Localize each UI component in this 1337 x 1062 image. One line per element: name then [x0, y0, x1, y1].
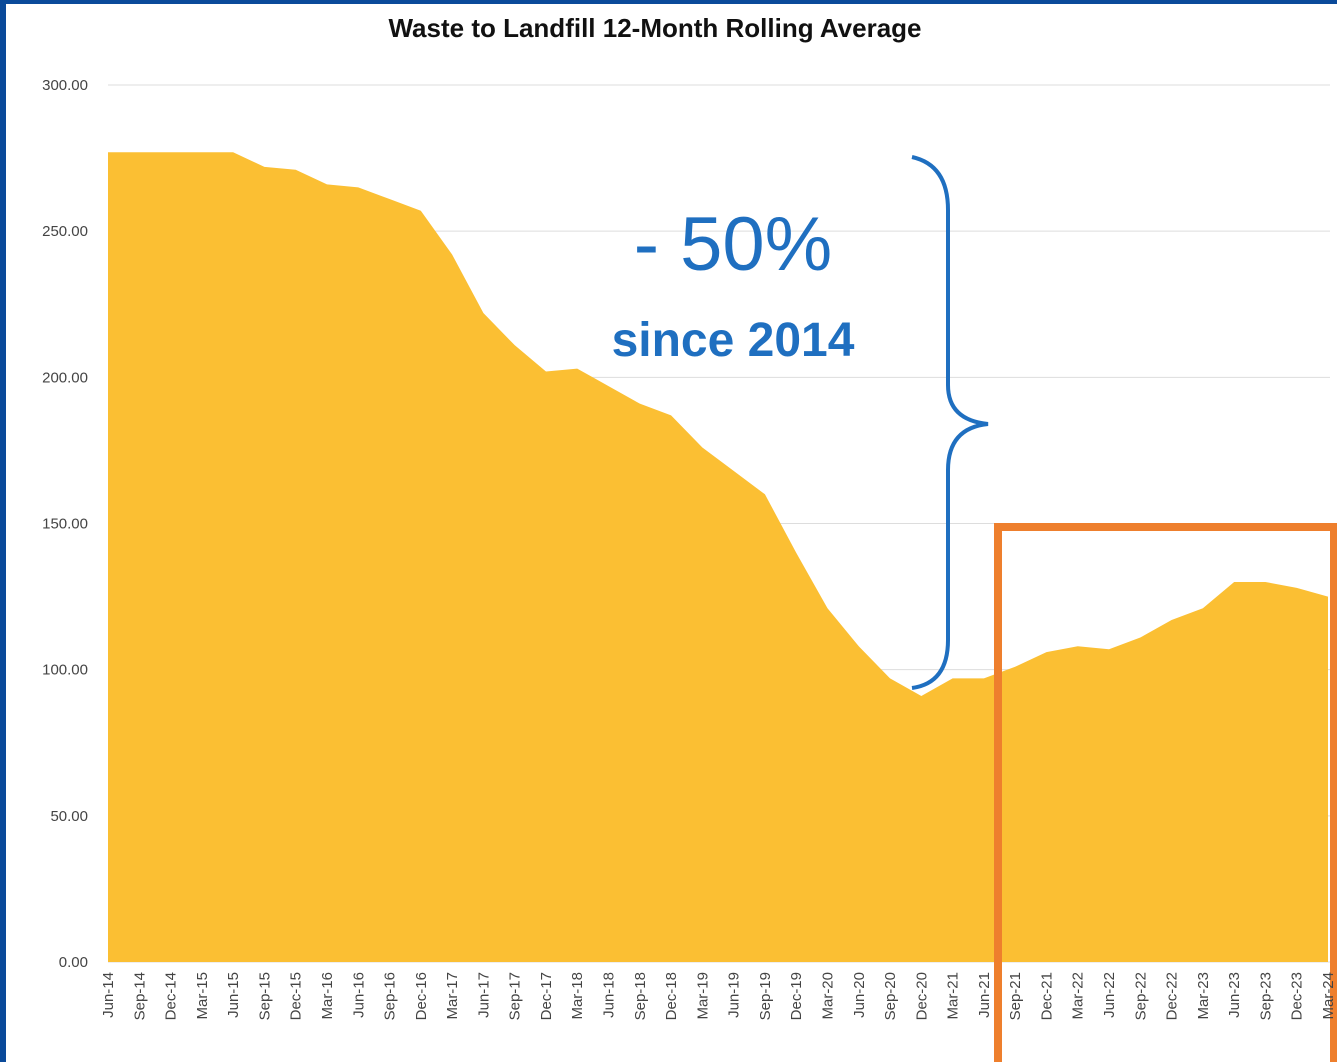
x-tick-label: Jun-22 — [1101, 972, 1118, 1018]
x-tick-label: Mar-18 — [569, 972, 586, 1020]
area — [108, 152, 1328, 962]
y-tick-label: 250.00 — [42, 223, 88, 240]
y-tick-label: 150.00 — [42, 516, 88, 533]
highlight-box — [994, 523, 1337, 1062]
x-tick-label: Sep-22 — [1132, 972, 1149, 1020]
x-tick-label: Dec-17 — [538, 972, 555, 1020]
x-tick-label: Dec-20 — [913, 972, 930, 1020]
x-tick-label: Sep-21 — [1007, 972, 1024, 1020]
x-tick-label: Jun-19 — [726, 972, 743, 1018]
x-tick-label: Dec-14 — [163, 972, 180, 1020]
x-tick-label: Mar-21 — [945, 972, 962, 1020]
x-tick-label: Sep-16 — [382, 972, 399, 1020]
x-tick-label: Mar-19 — [694, 972, 711, 1020]
x-tick-label: Jun-15 — [225, 972, 242, 1018]
x-tick-label: Sep-15 — [256, 972, 273, 1020]
annotation: since 2014 — [612, 314, 855, 367]
brace — [911, 155, 989, 690]
annotation: - 50% — [634, 202, 833, 287]
y-tick-label: 50.00 — [50, 808, 88, 825]
y-tick-label: 300.00 — [42, 77, 88, 94]
x-tick-label: Jun-18 — [601, 972, 618, 1018]
x-tick-label: Jun-21 — [976, 972, 993, 1018]
x-tick-label: Dec-19 — [788, 972, 805, 1020]
x-tick-label: Dec-22 — [1164, 972, 1181, 1020]
x-tick-label: Mar-16 — [319, 972, 336, 1020]
chart-title: Waste to Landfill 12-Month Rolling Avera… — [388, 13, 921, 43]
y-tick-label: 0.00 — [59, 954, 88, 971]
x-tick-label: Mar-20 — [819, 972, 836, 1020]
x-tick-label: Mar-22 — [1070, 972, 1087, 1020]
x-tick-label: Mar-17 — [444, 972, 461, 1020]
x-tick-label: Mar-24 — [1320, 972, 1337, 1020]
x-tick-label: Jun-16 — [350, 972, 367, 1018]
x-tick-label: Jun-14 — [100, 972, 117, 1018]
x-tick-label: Sep-14 — [131, 972, 148, 1020]
x-tick-label: Sep-18 — [632, 972, 649, 1020]
x-tick-label: Jun-20 — [851, 972, 868, 1018]
x-tick-label: Dec-23 — [1289, 972, 1306, 1020]
y-tick-label: 200.00 — [42, 369, 88, 386]
x-tick-label: Sep-23 — [1257, 972, 1274, 1020]
x-tick-label: Dec-16 — [413, 972, 430, 1020]
x-tick-label: Mar-15 — [194, 972, 211, 1020]
x-tick-label: Sep-20 — [882, 972, 899, 1020]
x-tick-label: Jun-17 — [475, 972, 492, 1018]
x-tick-label: Dec-21 — [1038, 972, 1055, 1020]
x-tick-label: Jun-23 — [1226, 972, 1243, 1018]
x-tick-label: Mar-23 — [1195, 972, 1212, 1020]
x-tick-label: Sep-17 — [507, 972, 524, 1020]
x-tick-label: Dec-18 — [663, 972, 680, 1020]
x-tick-label: Sep-19 — [757, 972, 774, 1020]
y-tick-label: 100.00 — [42, 662, 88, 679]
x-tick-label: Dec-15 — [288, 972, 305, 1020]
